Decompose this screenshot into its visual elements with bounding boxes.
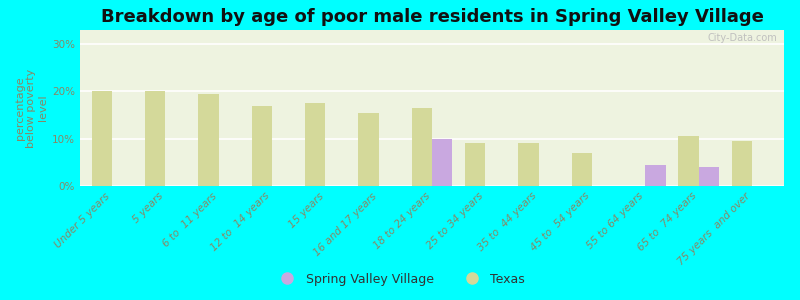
Bar xyxy=(198,94,218,186)
Bar xyxy=(518,143,538,186)
Bar xyxy=(646,165,666,186)
Bar xyxy=(412,108,432,186)
Bar xyxy=(92,92,112,186)
Bar xyxy=(145,92,166,186)
Title: Breakdown by age of poor male residents in Spring Valley Village: Breakdown by age of poor male residents … xyxy=(101,8,763,26)
Bar xyxy=(572,153,592,186)
Bar xyxy=(465,143,486,186)
Bar xyxy=(305,103,326,186)
Bar xyxy=(732,141,752,186)
Y-axis label: percentage
below poverty
level: percentage below poverty level xyxy=(14,68,48,148)
Bar xyxy=(358,113,378,186)
Bar xyxy=(252,106,272,186)
Bar xyxy=(698,167,719,186)
Bar xyxy=(432,139,452,186)
Legend: Spring Valley Village, Texas: Spring Valley Village, Texas xyxy=(270,268,530,291)
Text: City-Data.com: City-Data.com xyxy=(707,33,777,43)
Bar xyxy=(678,136,698,186)
